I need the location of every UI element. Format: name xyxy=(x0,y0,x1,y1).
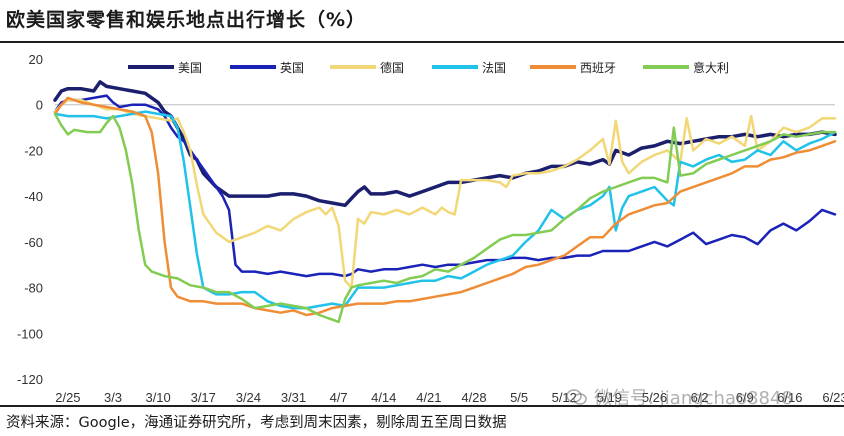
source-note: 资料来源：Google，海通证券研究所，考虑到周末因素，剔除周五至周日数据 xyxy=(6,415,507,431)
series-line-意大利 xyxy=(53,112,837,324)
y-tick-label: 20 xyxy=(29,52,43,67)
bottom-rule xyxy=(0,405,844,407)
top-rule xyxy=(0,41,844,43)
series-line-美国 xyxy=(53,80,837,208)
y-tick-label: -60 xyxy=(24,235,43,250)
x-tick-label: 4/14 xyxy=(371,390,396,405)
x-tick-label: 5/19 xyxy=(597,390,622,405)
x-axis: 2/25 3/3 3/10 3/17 3/24 3/31 4/7 4/14 4/21 4/28 5/… xyxy=(55,390,844,405)
x-tick-label: 4/28 xyxy=(461,390,486,405)
x-tick-label: 6/23 xyxy=(822,390,844,405)
chart-title: 欧美国家零售和娱乐地点出行增长（%） xyxy=(6,9,367,31)
series-line-法国 xyxy=(53,110,837,310)
y-tick-label: -20 xyxy=(24,143,43,158)
y-axis: 20 0 -20 -40 -60 -80 -100 -120 xyxy=(17,52,43,387)
watermark-text: 微信号: jiangchao8848 xyxy=(594,388,793,409)
legend-label: 西班牙 xyxy=(580,61,616,75)
legend-label: 英国 xyxy=(280,61,304,75)
x-tick-label: 6/16 xyxy=(777,390,802,405)
x-tick-label: 3/31 xyxy=(281,390,306,405)
x-tick-label: 4/7 xyxy=(330,390,348,405)
chart-lines xyxy=(53,80,837,324)
x-tick-label: 4/21 xyxy=(416,390,441,405)
x-tick-label: 5/5 xyxy=(510,390,528,405)
y-tick-label: -80 xyxy=(24,281,43,296)
series-line-德国 xyxy=(53,98,837,289)
y-tick-label: -100 xyxy=(17,326,43,341)
legend-label: 德国 xyxy=(380,60,404,75)
x-tick-label: 3/24 xyxy=(236,390,261,405)
chart-legend: 美国 英国 德国 法国 西班牙 意大利 xyxy=(128,60,729,75)
x-tick-label: 3/17 xyxy=(191,390,216,405)
x-tick-label: 6/9 xyxy=(736,390,754,405)
wechat-icon xyxy=(566,389,587,405)
line-chart: 20 0 -20 -40 -60 -80 -100 -120 2/25 3/3 3/10 3/17 3… xyxy=(17,52,844,405)
x-tick-label: 6/2 xyxy=(691,390,709,405)
x-tick-label: 5/26 xyxy=(642,390,667,405)
x-tick-label: 3/10 xyxy=(145,390,170,405)
watermark: 微信号: jiangchao8848 xyxy=(566,384,793,410)
legend-label: 美国 xyxy=(178,61,202,75)
series-line-西班牙 xyxy=(53,96,837,317)
x-tick-label: 2/25 xyxy=(55,390,80,405)
y-tick-label: -120 xyxy=(17,372,43,387)
y-tick-label: -40 xyxy=(24,189,43,204)
legend-label: 法国 xyxy=(482,61,506,75)
legend-label: 意大利 xyxy=(693,60,729,75)
y-tick-label: 0 xyxy=(36,98,43,113)
x-tick-label: 3/3 xyxy=(104,390,122,405)
series-line-英国 xyxy=(53,94,837,278)
